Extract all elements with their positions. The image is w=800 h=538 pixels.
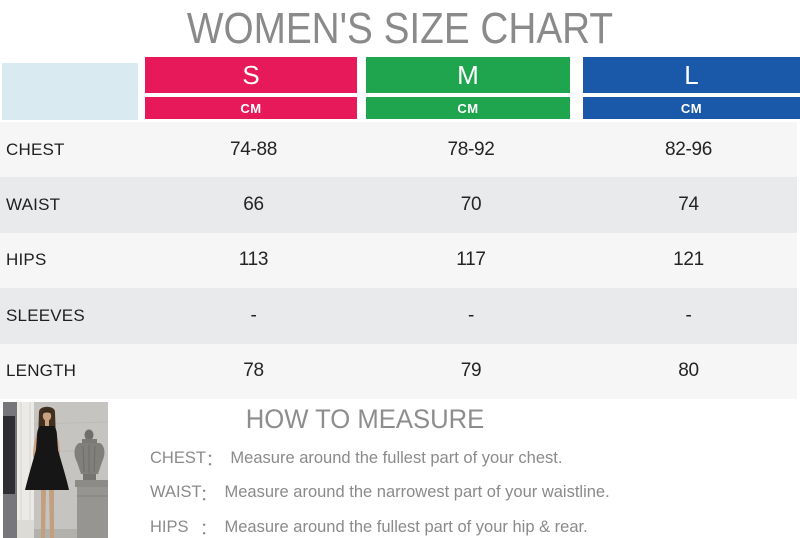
how-to-measure-section: HOW TO MEASURE CHEST： Measure around the … (0, 398, 800, 538)
size-header-m: M (366, 57, 570, 93)
size-chart-body: CHEST 74-88 78-92 82-96 WAIST 66 70 74 H… (0, 122, 797, 399)
cell-value: 74-88 (229, 138, 278, 160)
measure-text: Measure around the fullest part of your … (230, 448, 563, 467)
product-photo (3, 401, 108, 538)
measure-instructions: HOW TO MEASURE CHEST： Measure around the … (130, 399, 610, 538)
measure-colon: ： (205, 451, 223, 470)
unit-cell-m: CM (366, 97, 570, 119)
cell-value: 117 (456, 249, 486, 271)
cell-value: 80 (678, 360, 699, 382)
cell-value: - (250, 304, 257, 326)
row-label: SLEEVES (6, 305, 85, 325)
cell-value: - (467, 304, 475, 326)
page-title: WOMEN'S SIZE CHART (186, 4, 614, 53)
cell-value: - (685, 304, 692, 326)
cell-value: 66 (243, 194, 264, 216)
measure-colon: ： (200, 520, 217, 538)
cell-value: 82-96 (664, 138, 713, 160)
measure-item-chest: CHEST： Measure around the fullest part of… (150, 441, 600, 476)
size-chart-header: S M L CM CM CM (0, 57, 800, 122)
cell-value: 74 (678, 194, 699, 216)
cell-value: 78 (243, 360, 264, 382)
row-label: CHEST (6, 139, 65, 159)
measure-label: CHEST (150, 448, 206, 467)
measure-text: Measure around the narrowest part of you… (224, 483, 610, 502)
size-header-l: L (583, 57, 800, 93)
table-row-hips: HIPS 113 117 121 (0, 232, 797, 289)
measure-label: HIPS (150, 517, 189, 536)
cell-value: 70 (460, 194, 482, 216)
measure-text: Measure around the fullest part of your … (224, 517, 588, 536)
measure-label: WAIST (150, 483, 202, 502)
row-label: WAIST (6, 195, 61, 215)
table-row-waist: WAIST 66 70 74 (0, 177, 797, 233)
measure-colon: ： (200, 485, 217, 504)
cell-value: 121 (673, 249, 704, 271)
table-row-chest: CHEST 74-88 78-92 82-96 (0, 122, 797, 178)
cell-value: 113 (238, 249, 269, 271)
table-row-sleeves: SLEEVES - - - (0, 288, 797, 344)
measure-title: HOW TO MEASURE (245, 403, 485, 434)
measure-item-hips: HIPS ： Measure around the fullest part of … (150, 510, 600, 538)
table-row-length: LENGTH 78 79 80 (0, 343, 797, 399)
row-label: HIPS (6, 250, 47, 270)
row-label: LENGTH (6, 361, 77, 381)
corner-cell (2, 63, 138, 120)
measure-items: CHEST： Measure around the fullest part of… (130, 441, 610, 538)
cell-value: 79 (460, 360, 482, 382)
measure-item-waist: WAIST： Measure around the narrowest part … (150, 475, 610, 510)
cell-value: 78-92 (447, 138, 495, 160)
size-header-s: S (145, 57, 357, 93)
unit-cell-l: CM (583, 97, 800, 119)
unit-cell-s: CM (145, 97, 357, 119)
